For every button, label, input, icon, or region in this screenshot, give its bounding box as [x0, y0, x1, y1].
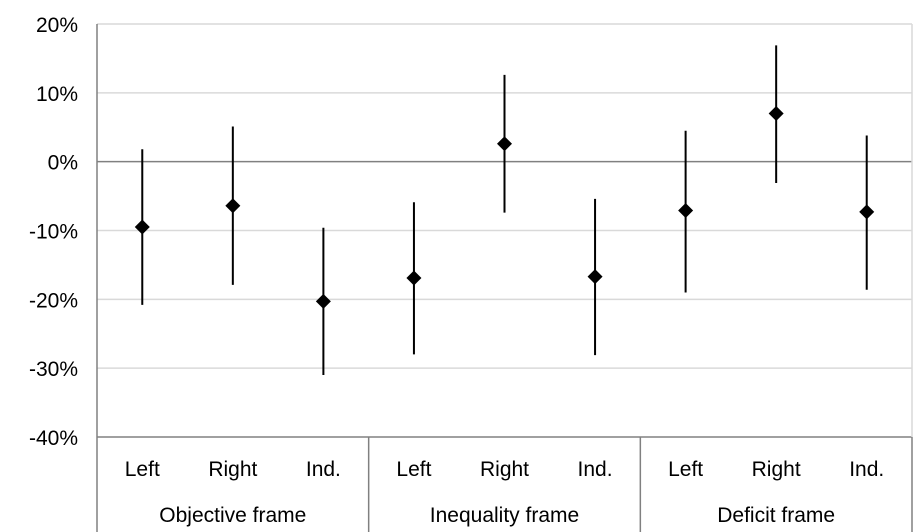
category-label: Left: [396, 458, 431, 481]
y-tick-label: 10%: [36, 83, 78, 106]
error-bars: [141, 45, 868, 376]
category-label: Left: [125, 458, 160, 481]
y-tick-label: -10%: [29, 221, 78, 244]
y-tick-label: -40%: [29, 427, 78, 450]
category-label: Ind.: [578, 458, 613, 481]
data-point-marker: [859, 204, 875, 220]
data-point-marker: [315, 293, 331, 309]
data-point-marker: [225, 198, 241, 214]
group-label: Deficit frame: [717, 504, 835, 527]
group-label: Inequality frame: [430, 504, 579, 527]
y-tick-label: 20%: [36, 14, 78, 37]
point-markers: [134, 105, 875, 309]
data-point-marker: [134, 219, 150, 235]
y-tick-label: -20%: [29, 289, 78, 312]
y-axis-tick-labels: 20% 10% 0% -10% -20% -30% -40%: [29, 14, 78, 450]
category-label: Right: [480, 458, 529, 481]
data-point-marker: [587, 269, 603, 285]
data-point-marker: [497, 136, 512, 152]
category-label: Ind.: [306, 458, 341, 481]
data-point-marker: [406, 270, 422, 286]
category-label: Right: [752, 458, 801, 481]
category-label: Left: [668, 458, 703, 481]
y-tick-label: -30%: [29, 358, 78, 381]
data-point-marker: [768, 105, 784, 121]
group-label: Objective frame: [159, 504, 306, 527]
data-point-marker: [678, 203, 694, 219]
category-label: Right: [208, 458, 257, 481]
category-label: Ind.: [849, 458, 884, 481]
y-tick-label: 0%: [48, 152, 78, 175]
